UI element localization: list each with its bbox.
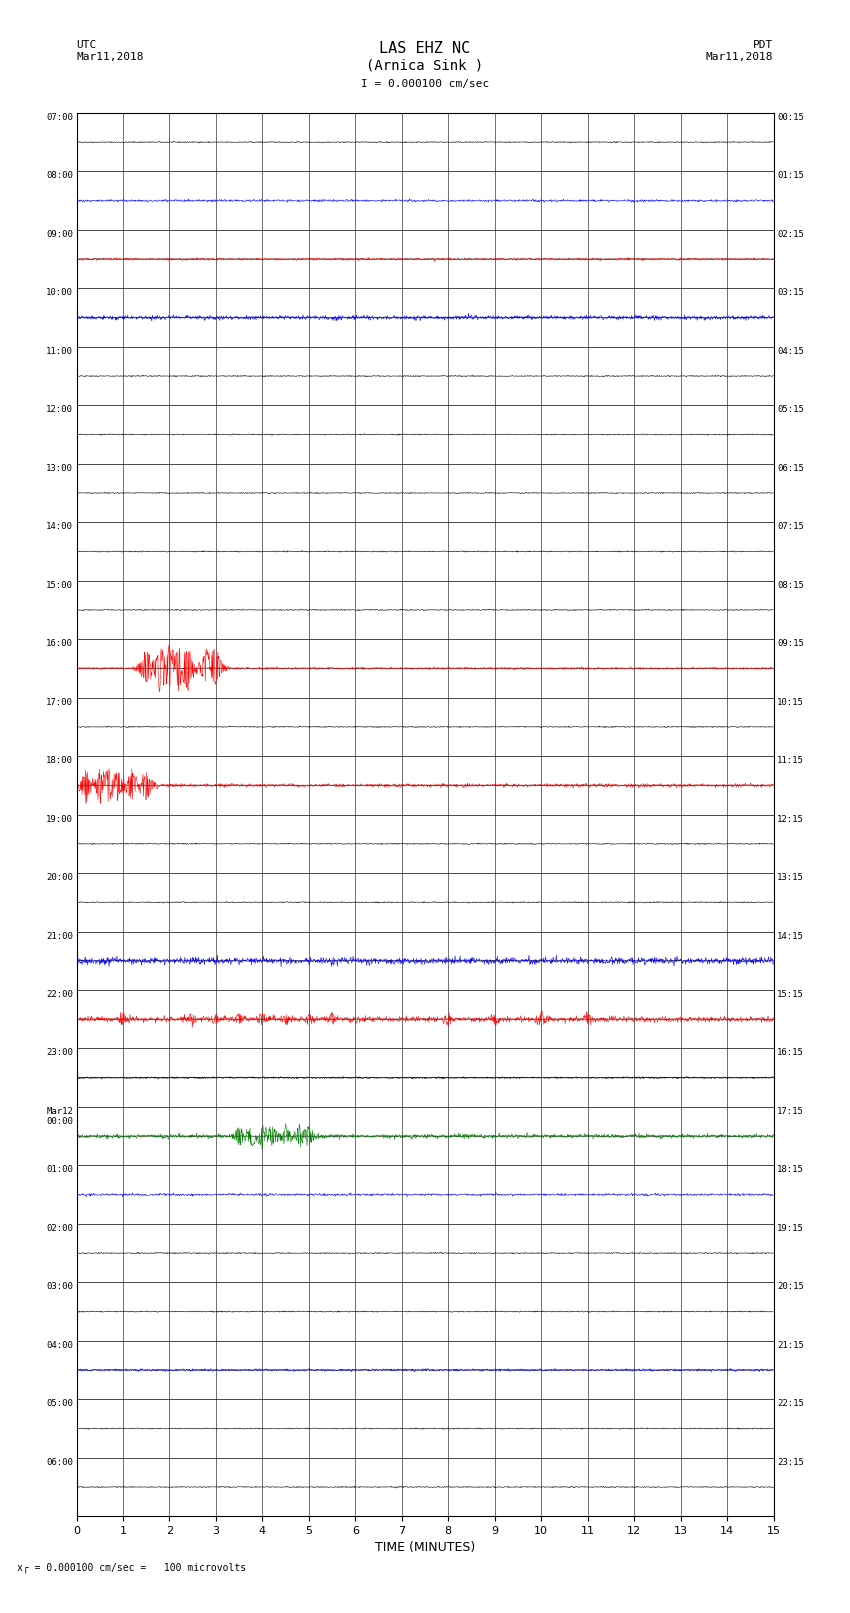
Text: 00:15: 00:15 (777, 113, 804, 123)
Text: UTC
Mar11,2018: UTC Mar11,2018 (76, 40, 144, 61)
Text: x┌ = 0.000100 cm/sec =   100 microvolts: x┌ = 0.000100 cm/sec = 100 microvolts (17, 1561, 246, 1573)
Text: 07:00: 07:00 (46, 113, 73, 123)
Text: 04:00: 04:00 (46, 1340, 73, 1350)
Text: 10:00: 10:00 (46, 289, 73, 297)
Text: 16:15: 16:15 (777, 1048, 804, 1058)
Text: 13:00: 13:00 (46, 465, 73, 473)
Text: 21:15: 21:15 (777, 1340, 804, 1350)
Text: 14:15: 14:15 (777, 932, 804, 940)
Text: 15:00: 15:00 (46, 581, 73, 590)
Text: 18:15: 18:15 (777, 1165, 804, 1174)
Text: 10:15: 10:15 (777, 698, 804, 706)
Text: 04:15: 04:15 (777, 347, 804, 356)
Text: 20:15: 20:15 (777, 1282, 804, 1292)
Text: 09:15: 09:15 (777, 639, 804, 648)
Text: 06:00: 06:00 (46, 1458, 73, 1466)
Text: 06:15: 06:15 (777, 465, 804, 473)
Text: 14:00: 14:00 (46, 523, 73, 531)
Text: 19:15: 19:15 (777, 1224, 804, 1232)
Text: LAS EHZ NC: LAS EHZ NC (379, 42, 471, 56)
Text: 01:00: 01:00 (46, 1165, 73, 1174)
Text: 11:15: 11:15 (777, 756, 804, 765)
Text: 22:00: 22:00 (46, 990, 73, 998)
Text: 12:15: 12:15 (777, 815, 804, 824)
Text: 20:00: 20:00 (46, 873, 73, 882)
Text: 17:15: 17:15 (777, 1107, 804, 1116)
Text: 03:00: 03:00 (46, 1282, 73, 1292)
Text: 03:15: 03:15 (777, 289, 804, 297)
Text: 02:00: 02:00 (46, 1224, 73, 1232)
Text: 01:15: 01:15 (777, 171, 804, 181)
Text: 08:00: 08:00 (46, 171, 73, 181)
Text: 22:15: 22:15 (777, 1400, 804, 1408)
Text: 13:15: 13:15 (777, 873, 804, 882)
Text: 23:00: 23:00 (46, 1048, 73, 1058)
Text: 15:15: 15:15 (777, 990, 804, 998)
Text: 23:15: 23:15 (777, 1458, 804, 1466)
Text: 05:00: 05:00 (46, 1400, 73, 1408)
Text: 05:15: 05:15 (777, 405, 804, 415)
Text: 18:00: 18:00 (46, 756, 73, 765)
Text: 11:00: 11:00 (46, 347, 73, 356)
Text: 21:00: 21:00 (46, 932, 73, 940)
Text: Mar12
00:00: Mar12 00:00 (46, 1107, 73, 1126)
Text: 02:15: 02:15 (777, 231, 804, 239)
Text: 08:15: 08:15 (777, 581, 804, 590)
Text: 19:00: 19:00 (46, 815, 73, 824)
Text: (Arnica Sink ): (Arnica Sink ) (366, 58, 484, 73)
X-axis label: TIME (MINUTES): TIME (MINUTES) (375, 1542, 475, 1555)
Text: 09:00: 09:00 (46, 231, 73, 239)
Text: 17:00: 17:00 (46, 698, 73, 706)
Text: I = 0.000100 cm/sec: I = 0.000100 cm/sec (361, 79, 489, 89)
Text: 12:00: 12:00 (46, 405, 73, 415)
Text: 07:15: 07:15 (777, 523, 804, 531)
Text: 16:00: 16:00 (46, 639, 73, 648)
Text: PDT
Mar11,2018: PDT Mar11,2018 (706, 40, 774, 61)
